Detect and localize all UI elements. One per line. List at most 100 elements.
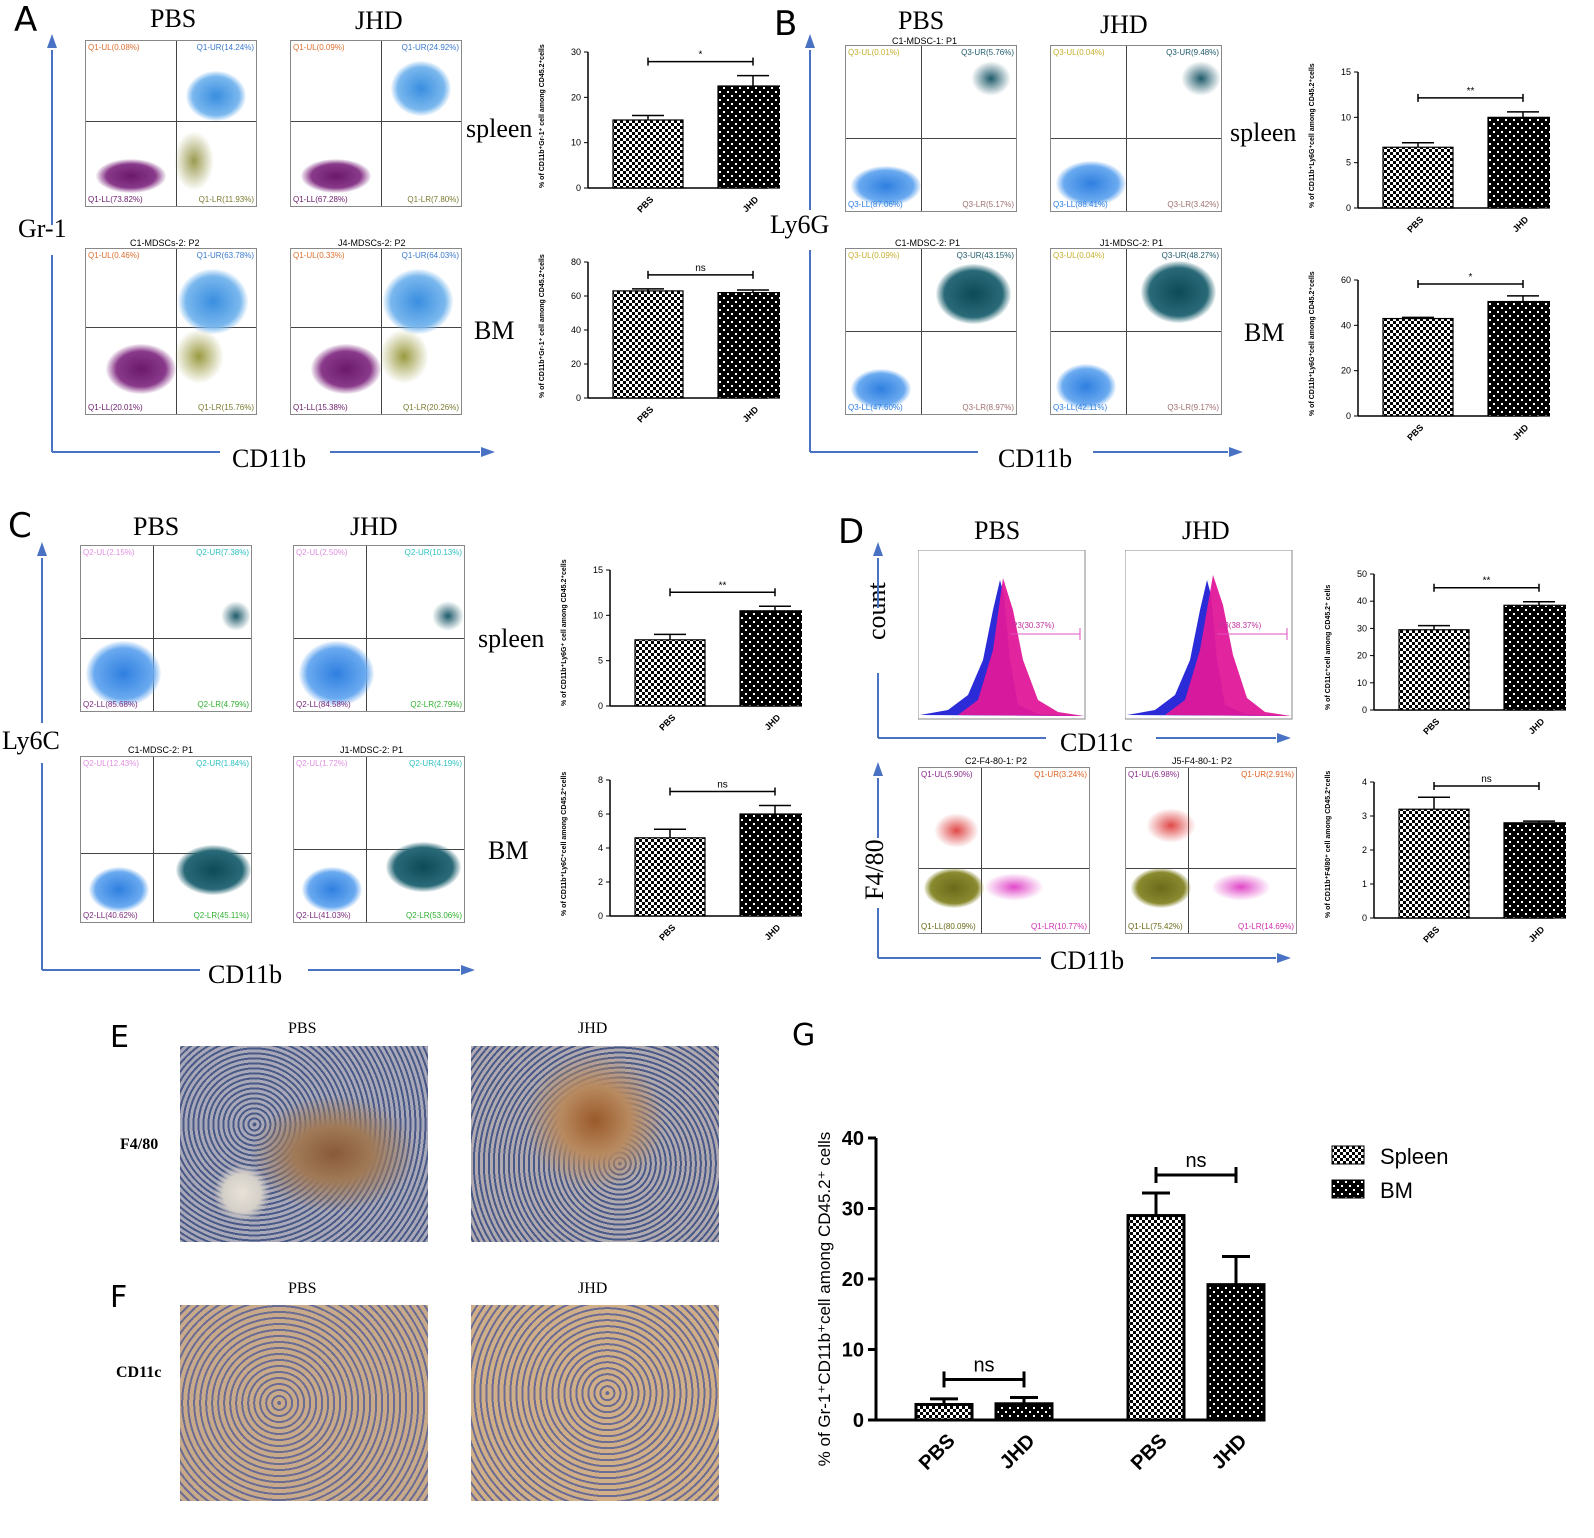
plot-title: J1-MDSC-2: P1 <box>340 745 404 755</box>
quadrant-ll: Q1-LL(80.09%) <box>921 922 976 931</box>
quadrant-ul: Q3-UL(0.09%) <box>848 251 900 260</box>
group-label-pbs: PBS <box>898 6 945 35</box>
bar-pbs <box>1382 317 1454 417</box>
y-tick-label: 0 <box>576 183 581 193</box>
panel-letter-a: A <box>14 0 38 40</box>
bar-jhd <box>1503 822 1566 919</box>
panel-letter-e: E <box>110 1020 129 1055</box>
x-tick-label: PBS <box>635 194 655 214</box>
axis-arrows <box>873 542 1291 963</box>
scatter-plot-pbs-spleen: Q1-UL(0.08%) Q1-UR(14.24%) Q1-LL(73.82%)… <box>85 40 257 207</box>
quadrant-lr: Q3-LR(8.97%) <box>962 403 1014 412</box>
plot-title: C1-MDSC-2: P1 <box>128 745 194 755</box>
row-label-spleen: spleen <box>478 624 545 653</box>
scatter-plot-jhd-bm: Q1-UL(0.33%) Q1-UR(64.03%) Q1-LL(15.38%)… <box>290 248 462 415</box>
x-axis-label: CD11b <box>998 444 1073 473</box>
gate-label: P3(38.37%) <box>1219 621 1262 630</box>
scatter-plot-pbs-spleen: Q2-UL(2.15%) Q2-UR(7.38%) Q2-LL(85.68%) … <box>80 545 252 712</box>
y-tick-label: 80 <box>571 257 581 267</box>
quadrant-ur: Q1-UR(3.24%) <box>1034 770 1087 779</box>
quadrant-ur: Q1-UR(2.91%) <box>1241 770 1294 779</box>
significance-label: ** <box>1483 576 1491 587</box>
x-tick-label: JHD <box>741 404 761 424</box>
quadrant-lr: Q1-LR(20.26%) <box>402 403 459 412</box>
x-tick-label: JHD <box>1527 716 1547 736</box>
legend-label-bm: BM <box>1380 1178 1413 1203</box>
y-tick-label: 4 <box>1362 777 1367 787</box>
y-axis-title: % of CD11b⁺Ly6G⁺cell among CD45.2⁺cells <box>1309 63 1316 208</box>
x-axis-label-cd11b: CD11b <box>1050 946 1125 975</box>
quadrant-lr: Q3-LR(9.17%) <box>1167 403 1219 412</box>
row-label-cd11c: CD11c <box>116 1364 162 1381</box>
y-tick-label: 60 <box>571 291 581 301</box>
plot-title: C1-MDSCs-2: P2 <box>130 238 200 248</box>
bar-jhd <box>739 610 802 707</box>
quadrant-lr: Q1-LR(15.76%) <box>197 403 254 412</box>
x-tick-label: PBS <box>915 1430 960 1475</box>
x-tick-label: JHD <box>763 922 783 942</box>
ihc-image-cd11c-jhd <box>471 1305 719 1501</box>
scatter-plot-jhd-f480: Q1-UL(6.98%) Q1-UR(2.91%) Q1-LL(75.42%) … <box>1125 767 1297 934</box>
y-tick-label: 50 <box>1357 569 1367 579</box>
column-label-jhd: JHD <box>578 1020 608 1037</box>
plot-title: J5-F4-80-1: P2 <box>1172 756 1233 766</box>
quadrant-ll: Q3-LL(87.06%) <box>848 200 903 209</box>
scatter-plot-jhd-spleen: Q3-UL(0.04%) Q3-UR(9.48%) Q3-LL(88.41%) … <box>1050 45 1222 212</box>
x-tick-label: JHD <box>763 712 783 732</box>
y-tick-label: 2 <box>1362 845 1367 855</box>
y-tick-label: 10 <box>842 1340 864 1362</box>
y-tick-label: 20 <box>571 359 581 369</box>
bar-chart-b-spleen: % of CD11b⁺Ly6G⁺cell among CD45.2⁺cells 0… <box>1309 63 1550 235</box>
scatter-plot-jhd-spleen: Q2-UL(2.50%) Q2-UR(10.13%) Q2-LL(84.58%)… <box>293 545 465 712</box>
quadrant-ul: Q2-UL(2.50%) <box>296 548 348 557</box>
bar-chart-g: % of Gr-1⁺CD11b⁺cell among CD45.2⁺ cells… <box>815 1128 1266 1475</box>
quadrant-lr: Q1-LR(11.93%) <box>198 195 254 204</box>
panel-letter-g: G <box>792 1018 816 1053</box>
quadrant-lr: Q2-LR(2.79%) <box>410 700 462 709</box>
quadrant-lr: Q1-LR(10.77%) <box>1030 922 1087 931</box>
bar-jhd <box>739 813 802 917</box>
quadrant-ll: Q1-LL(15.38%) <box>293 403 348 412</box>
y-tick-label: 0 <box>1346 411 1351 421</box>
y-tick-label: 0 <box>598 911 603 921</box>
quadrant-ur: Q1-UR(14.24%) <box>196 43 254 52</box>
y-tick-label: 0 <box>1362 913 1367 923</box>
y-axis-title: % of CD11c⁺cell among CD45.2⁺ cells <box>1325 585 1332 710</box>
quadrant-ul: Q1-UL(0.46%) <box>88 251 140 260</box>
bar-jhd <box>1487 116 1550 209</box>
panel-letter-f: F <box>110 1280 128 1315</box>
group-label-jhd: JHD <box>1100 10 1148 39</box>
group-label-pbs: PBS <box>133 512 180 541</box>
scatter-plot-pbs-bm: Q1-UL(0.46%) Q1-UR(63.78%) Q1-LL(20.01%)… <box>85 248 257 415</box>
quadrant-ul: Q1-UL(5.90%) <box>921 770 973 779</box>
quadrant-lr: Q2-LR(53.06%) <box>405 911 462 920</box>
quadrant-ll: Q3-LL(88.41%) <box>1053 200 1108 209</box>
gate-label: P3(30.37%) <box>1012 621 1055 630</box>
y-tick-label: 15 <box>593 565 603 575</box>
bar-chart-c-spleen: % of CD11b⁺Ly6G⁺ cell among CD45.2⁺cells… <box>561 559 802 733</box>
quadrant-ur: Q1-UR(64.03%) <box>401 251 459 260</box>
y-tick-label: 0 <box>1346 203 1351 213</box>
quadrant-ur: Q1-UR(24.92%) <box>401 43 459 52</box>
quadrant-ur: Q2-UR(1.84%) <box>196 759 249 768</box>
row-label-bm: BM <box>474 316 515 345</box>
y-tick-label: 2 <box>598 877 603 887</box>
y-tick-label: 5 <box>1346 158 1351 168</box>
y-tick-label: 40 <box>571 325 581 335</box>
axis-arrows <box>37 542 475 975</box>
ihc-image-f480-pbs <box>180 1046 428 1242</box>
x-axis-label: CD11b <box>208 960 283 989</box>
bar-chart-c-bm: % of CD11b⁺Ly6C⁺cell among CD45.2⁺cells 0… <box>561 772 802 943</box>
bar-pbs <box>1382 146 1454 209</box>
x-tick-label: PBS <box>1421 716 1441 736</box>
x-tick-label: JHD <box>996 1430 1040 1474</box>
quadrant-ll: Q1-LL(73.82%) <box>88 195 143 204</box>
quadrant-ul: Q2-UL(2.15%) <box>83 548 135 557</box>
histogram-pbs: P3(30.37%) <box>918 550 1086 720</box>
y-tick-label: 40 <box>1341 320 1351 330</box>
y-tick-label: 4 <box>598 843 603 853</box>
y-tick-label: 10 <box>1341 112 1351 122</box>
x-tick-label: JHD <box>1511 422 1531 442</box>
bar-chart-d-bm: % of CD11b⁺F4/80⁺ cell among CD45.2⁺cell… <box>1325 771 1566 945</box>
quadrant-ll: Q3-LL(42.11%) <box>1053 403 1108 412</box>
